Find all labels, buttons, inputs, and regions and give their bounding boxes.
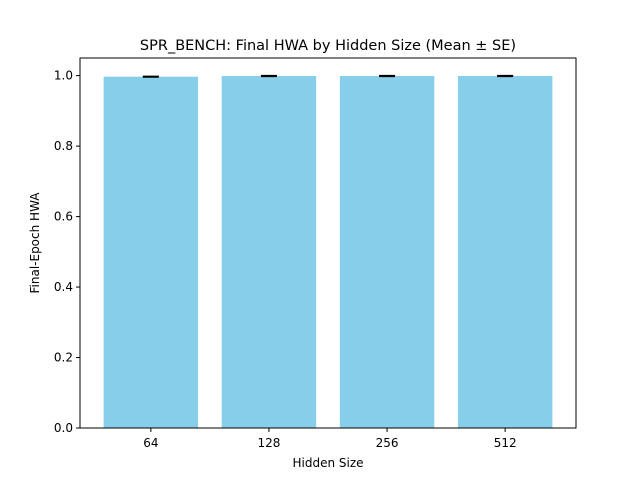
bars-group bbox=[103, 75, 553, 428]
bar-64 bbox=[103, 76, 199, 428]
x-axis-ticks: 64 128 256 512 bbox=[143, 428, 517, 450]
x-tick-label: 128 bbox=[257, 436, 280, 450]
bar-512 bbox=[457, 75, 553, 428]
y-tick-label: 0.4 bbox=[54, 280, 73, 294]
y-tick-label: 0.8 bbox=[54, 139, 73, 153]
bar-256 bbox=[339, 75, 435, 428]
y-tick-label: 0.6 bbox=[54, 210, 73, 224]
error-bars-group bbox=[142, 74, 514, 78]
y-axis-label: Final-Epoch HWA bbox=[28, 192, 42, 294]
bar-128 bbox=[221, 75, 317, 428]
y-tick-label: 1.0 bbox=[54, 69, 73, 83]
x-tick-label: 64 bbox=[143, 436, 158, 450]
y-tick-label: 0.0 bbox=[54, 421, 73, 435]
y-axis-ticks: 0.0 0.2 0.4 0.6 0.8 1.0 bbox=[54, 69, 80, 435]
y-tick-label: 0.2 bbox=[54, 351, 73, 365]
chart-title: SPR_BENCH: Final HWA by Hidden Size (Mea… bbox=[140, 38, 516, 54]
x-axis-label: Hidden Size bbox=[292, 456, 363, 470]
x-tick-label: 256 bbox=[376, 436, 399, 450]
plot-frame bbox=[79, 57, 577, 429]
x-tick-label: 512 bbox=[494, 436, 517, 450]
